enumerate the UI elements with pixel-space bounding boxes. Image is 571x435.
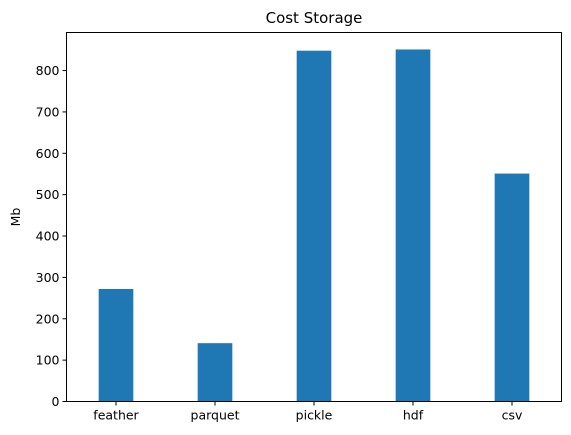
- y-tick-label: 800: [36, 63, 60, 78]
- x-axis-ticks: feather parquet pickle hdf csv: [93, 401, 523, 423]
- y-tick-label: 500: [36, 187, 60, 202]
- y-tick-label: 0: [52, 394, 60, 409]
- x-tick-label: feather: [93, 408, 139, 423]
- bar-parquet: [197, 343, 233, 402]
- bar-hdf: [395, 49, 431, 402]
- y-tick-label: 100: [36, 353, 60, 368]
- bar-feather: [98, 288, 134, 402]
- bars-group: [98, 49, 530, 402]
- plot-area-frame: [66, 32, 562, 402]
- x-tick-label: pickle: [296, 408, 333, 423]
- y-tick-label: 300: [36, 270, 60, 285]
- y-tick-label: 400: [36, 229, 60, 244]
- y-axis-label: Mb: [8, 208, 23, 227]
- x-tick-label: hdf: [403, 408, 424, 423]
- bar-csv: [494, 173, 530, 402]
- x-tick-label: csv: [502, 408, 523, 423]
- y-tick-label: 200: [36, 311, 60, 326]
- y-tick-label: 700: [36, 104, 60, 119]
- bar-pickle: [296, 50, 332, 402]
- y-tick-label: 600: [36, 146, 60, 161]
- chart-title: Cost Storage: [266, 9, 363, 27]
- x-tick-label: parquet: [191, 408, 240, 423]
- y-axis-ticks: 0 100 200 300 400 500 600 700 800: [36, 63, 67, 409]
